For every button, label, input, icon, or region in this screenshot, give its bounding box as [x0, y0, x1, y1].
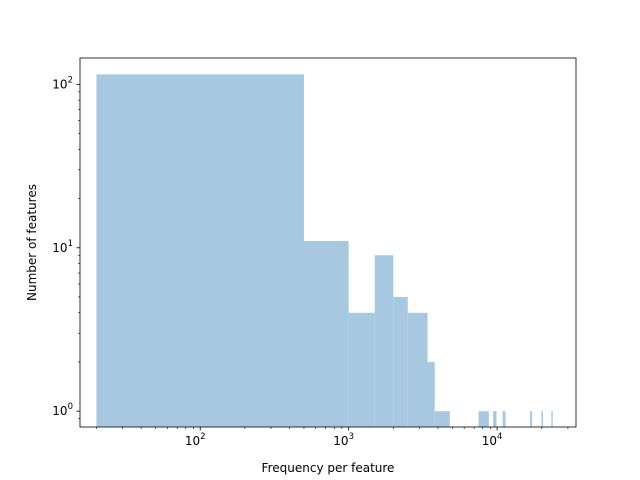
x-axis-ticks: 102 103 104 [96, 427, 569, 448]
histogram-bar-13 [541, 411, 544, 427]
histogram-bar-6 [407, 312, 428, 427]
x-tick-label-3: 104 [482, 432, 503, 448]
histogram-bar-4 [374, 255, 394, 427]
histogram-bar-9 [478, 411, 489, 427]
y-tick-label-1: 100 [52, 402, 73, 418]
histogram-bar-7 [427, 361, 435, 427]
x-tick-label-2: 103 [333, 432, 354, 448]
histogram-bar-11 [502, 411, 506, 427]
histogram-bar-14 [551, 411, 553, 427]
y-tick-label-2: 101 [52, 239, 73, 255]
histogram-bar-1 [96, 74, 304, 427]
histogram-bar-8 [434, 411, 450, 427]
y-axis-ticks: 100 101 102 [52, 75, 80, 419]
y-tick-label-3: 102 [52, 75, 73, 91]
histogram-bar-3 [348, 312, 375, 427]
x-tick-label-1: 102 [185, 432, 206, 448]
plot-frame [79, 57, 577, 428]
histogram-bar-12 [530, 411, 533, 427]
histogram-bar-2 [303, 241, 349, 427]
histogram-bar-10 [493, 411, 497, 427]
y-axis-label: Number of features [25, 184, 39, 301]
histogram-bar-5 [393, 296, 408, 427]
histogram-bars [96, 74, 553, 427]
x-axis-label: Frequency per feature [262, 461, 395, 475]
